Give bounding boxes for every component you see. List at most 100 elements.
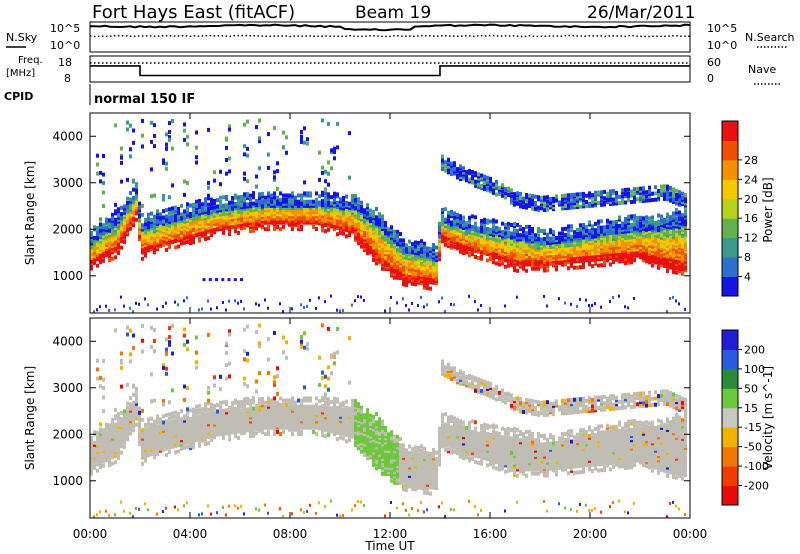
heatmap-cell xyxy=(381,214,384,219)
heatmap-cell xyxy=(459,166,462,171)
heatmap-cell xyxy=(231,212,234,217)
heatmap-cell xyxy=(588,201,591,206)
heatmap-cell xyxy=(351,219,354,224)
heatmap-cell xyxy=(333,214,336,219)
heatmap-cell xyxy=(90,258,93,263)
heatmap-cell xyxy=(669,238,672,243)
heatmap-cell xyxy=(414,261,417,266)
heatmap-cell xyxy=(279,216,282,221)
heatmap-cell xyxy=(276,201,279,206)
heatmap-cell xyxy=(159,427,162,432)
heatmap-cell xyxy=(153,123,156,128)
heatmap-cell xyxy=(558,200,561,205)
heatmap-cell xyxy=(423,262,426,267)
heatmap-cell xyxy=(198,443,201,448)
heatmap-cell xyxy=(93,445,96,449)
heatmap-cell xyxy=(198,203,201,208)
heatmap-cell xyxy=(390,250,393,255)
heatmap-cell xyxy=(513,257,516,262)
heatmap-cell xyxy=(102,223,105,228)
heatmap-cell xyxy=(96,247,99,251)
heatmap-cell xyxy=(306,201,309,206)
heatmap-cell xyxy=(399,259,402,264)
heatmap-cell xyxy=(417,280,420,285)
heatmap-cell xyxy=(117,221,120,226)
freq-tick-bottom: 8 xyxy=(64,72,71,85)
heatmap-cell xyxy=(546,268,549,273)
heatmap-cell xyxy=(354,217,357,221)
heatmap-cell xyxy=(318,177,321,182)
heatmap-cell xyxy=(216,223,219,228)
heatmap-cell xyxy=(681,263,684,268)
heatmap-cell xyxy=(117,452,120,456)
heatmap-cell xyxy=(321,192,324,197)
heatmap-cell xyxy=(600,231,603,236)
heatmap-cell xyxy=(165,241,168,246)
heatmap-cell xyxy=(345,226,348,230)
heatmap-cell xyxy=(417,257,420,262)
y-tick-label: 3000 xyxy=(52,176,83,190)
heatmap-cell xyxy=(204,226,207,231)
heatmap-cell xyxy=(525,201,528,206)
heatmap-cell xyxy=(513,268,516,273)
heatmap-cell xyxy=(195,130,198,135)
heatmap-cell xyxy=(375,227,378,232)
heatmap-cell xyxy=(300,216,303,221)
heatmap-cell xyxy=(147,449,150,454)
heatmap-cell xyxy=(126,207,129,212)
heatmap-cell xyxy=(204,431,207,436)
heatmap-cell xyxy=(594,259,597,264)
heatmap-cell xyxy=(372,230,375,235)
heatmap-cell xyxy=(210,227,213,231)
heatmap-cell xyxy=(255,217,258,222)
heatmap-cell xyxy=(321,165,324,170)
heatmap-cell xyxy=(204,425,207,430)
heatmap-cell xyxy=(609,245,612,250)
heatmap-cell xyxy=(138,230,141,235)
heatmap-cell xyxy=(312,224,315,229)
heatmap-cell xyxy=(477,308,479,312)
heatmap-cell xyxy=(375,223,378,228)
heatmap-cell xyxy=(657,244,660,249)
heatmap-cell xyxy=(489,234,492,239)
heatmap-cell xyxy=(624,223,627,228)
heatmap-cell xyxy=(669,263,672,268)
heatmap-cell xyxy=(282,145,285,150)
heatmap-cell xyxy=(144,243,147,248)
heatmap-cell xyxy=(576,248,579,253)
heatmap-cell xyxy=(138,419,141,424)
heatmap-cell xyxy=(207,420,210,425)
heatmap-cell xyxy=(612,249,615,254)
heatmap-cell xyxy=(447,168,450,173)
heatmap-cell xyxy=(453,234,456,239)
heatmap-cell xyxy=(528,235,531,240)
heatmap-cell xyxy=(198,213,201,218)
heatmap-cell xyxy=(561,260,564,265)
heatmap-cell xyxy=(597,248,600,253)
heatmap-cell xyxy=(132,217,135,221)
heatmap-cell xyxy=(666,190,669,195)
heatmap-cell xyxy=(480,225,483,230)
heatmap-cell xyxy=(585,193,588,198)
heatmap-cell xyxy=(297,208,300,213)
heatmap-cell xyxy=(159,231,162,236)
heatmap-cell xyxy=(561,254,564,259)
heatmap-cell xyxy=(483,234,486,239)
heatmap-cell xyxy=(138,415,141,419)
heatmap-cell xyxy=(669,194,672,199)
heatmap-cell xyxy=(567,237,570,241)
heatmap-cell xyxy=(519,243,522,248)
heatmap-cell xyxy=(369,246,372,251)
heatmap-cell xyxy=(291,199,294,204)
heatmap-cell xyxy=(132,415,135,420)
heatmap-cell xyxy=(471,233,474,238)
heatmap-cell xyxy=(255,215,258,220)
heatmap-cell xyxy=(543,294,545,298)
heatmap-cell xyxy=(561,250,564,255)
heatmap-cell xyxy=(591,264,594,269)
heatmap-cell xyxy=(162,219,165,224)
heatmap-cell xyxy=(108,247,111,252)
heatmap-cell xyxy=(471,247,474,252)
heatmap-cell xyxy=(189,444,192,449)
heatmap-cell xyxy=(228,211,231,216)
